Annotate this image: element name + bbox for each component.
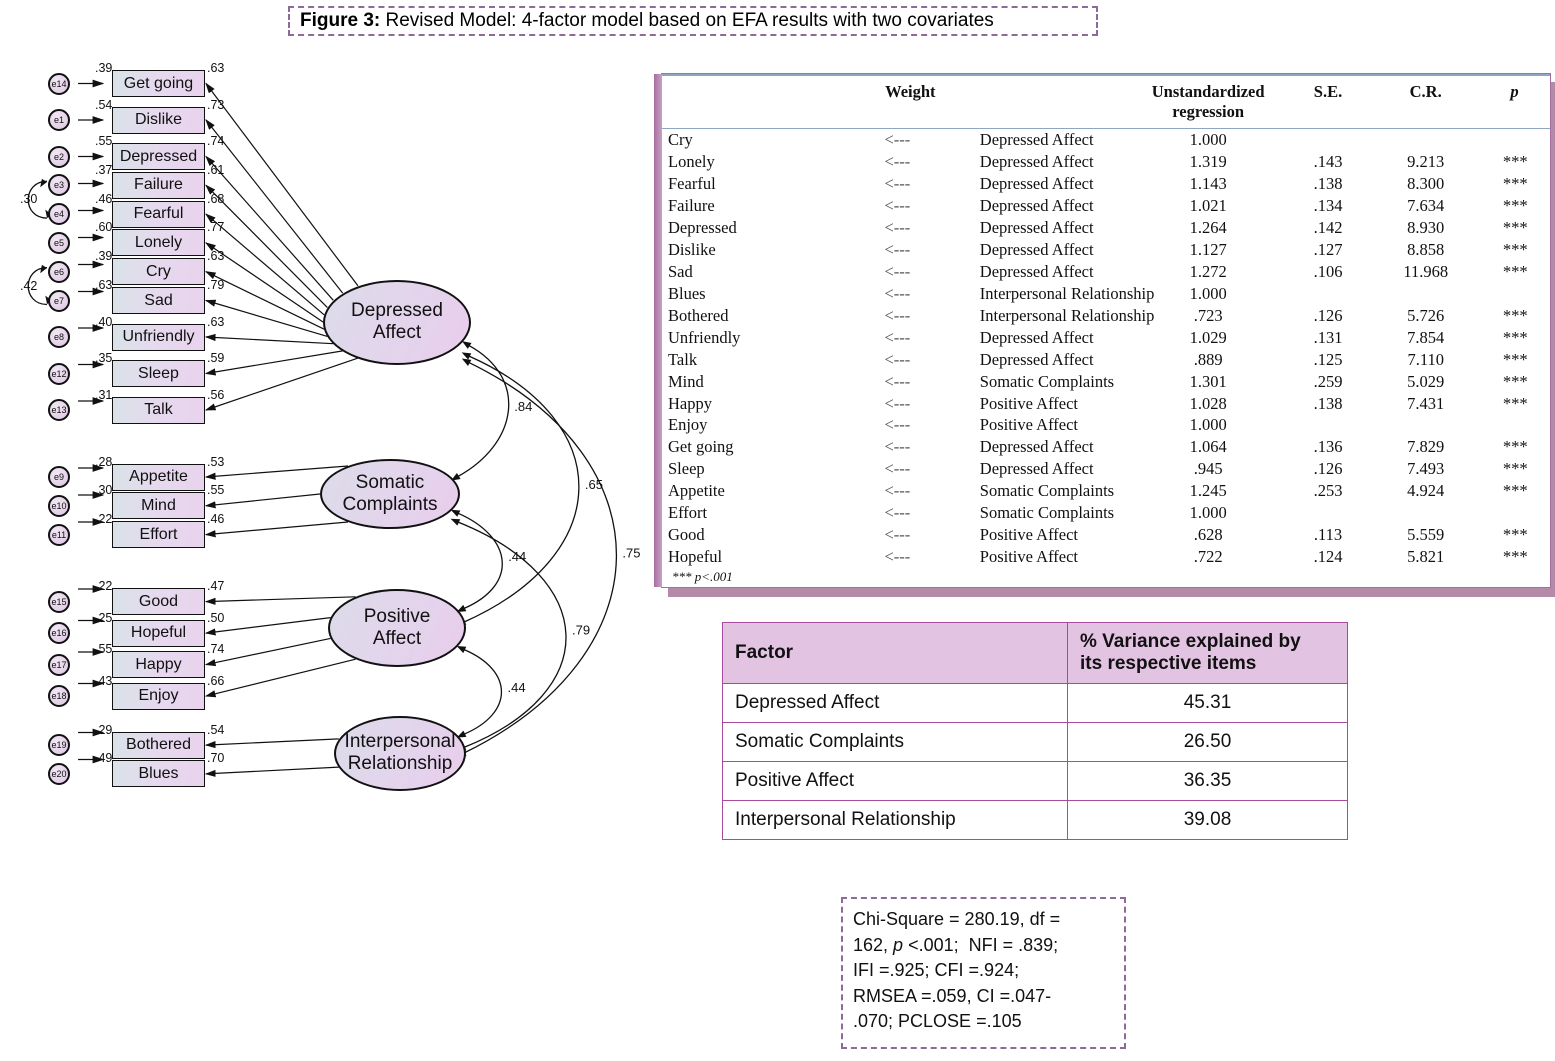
svg-text:.65: .65 xyxy=(585,477,603,492)
svg-text:.44: .44 xyxy=(508,680,526,695)
svg-text:.30: .30 xyxy=(20,192,37,206)
svg-text:.44: .44 xyxy=(508,549,526,564)
svg-text:.84: .84 xyxy=(514,399,532,414)
svg-text:.42: .42 xyxy=(20,279,37,293)
svg-text:.75: .75 xyxy=(622,546,640,561)
svg-text:.79: .79 xyxy=(572,623,590,638)
